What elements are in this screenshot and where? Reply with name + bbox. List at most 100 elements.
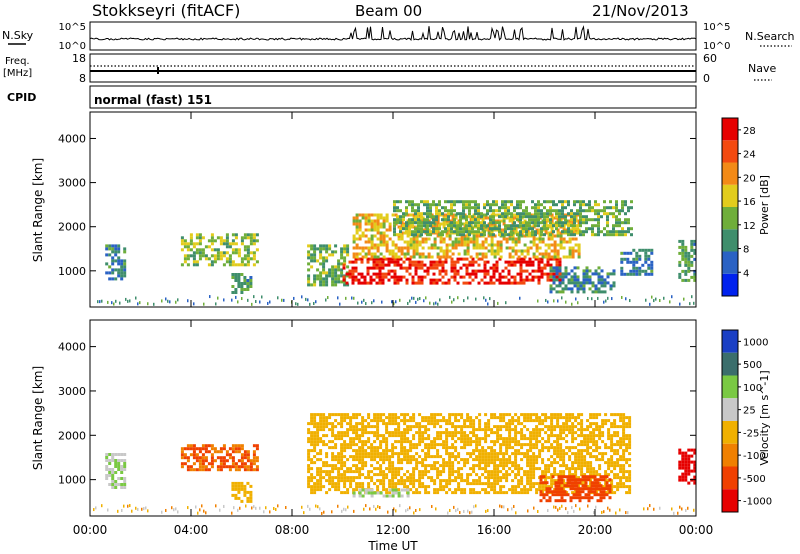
echo-cell: [376, 428, 380, 432]
echo-cell: [406, 458, 410, 462]
echo-cell: [615, 215, 618, 219]
echo-cell: [355, 422, 359, 426]
echo-cell: [529, 431, 533, 435]
echo-cell: [638, 248, 642, 252]
echo-cell: [402, 218, 405, 222]
echo-cell: [319, 422, 323, 426]
echo-cell: [514, 461, 518, 465]
echo-cell: [573, 227, 576, 231]
echo-cell: [498, 206, 501, 210]
echo-cell: [433, 467, 437, 471]
echo-cell: [376, 246, 380, 250]
echo-cell: [556, 461, 560, 465]
echo-cell: [346, 434, 350, 438]
echo-cell: [559, 443, 563, 447]
echo-cell: [448, 488, 452, 492]
echo-cell: [444, 260, 448, 264]
echo-cell: [577, 255, 581, 259]
echo-cell: [120, 262, 124, 266]
echo-cell: [349, 416, 353, 420]
echo-cell: [249, 233, 253, 237]
echo-cell: [445, 246, 449, 250]
echo-cell: [400, 476, 404, 480]
echo-cell: [514, 464, 518, 468]
echo-cell: [565, 413, 569, 417]
echo-cell: [475, 437, 479, 441]
echo-cell: [310, 256, 314, 260]
echo-cell: [424, 419, 428, 423]
echo-cell: [575, 478, 579, 482]
echo-cell: [183, 242, 187, 246]
echo-cell: [457, 461, 461, 465]
echo-cell: [405, 269, 409, 273]
echo-cell: [623, 272, 627, 276]
echo-cell: [252, 239, 256, 243]
echo-cell: [469, 416, 473, 420]
echo-cell: [535, 482, 539, 486]
echo-cell: [537, 263, 541, 267]
echo-cell: [549, 206, 552, 210]
echo-cell: [370, 234, 374, 238]
echo-cell: [619, 476, 623, 480]
echo-cell: [396, 263, 400, 267]
echo-cell: [442, 237, 446, 241]
echo-cell: [472, 470, 476, 474]
echo-cell: [492, 263, 496, 267]
echo-cell: [591, 284, 595, 288]
echo-cell: [520, 413, 524, 417]
echo-cell: [557, 493, 561, 497]
echo-cell: [475, 491, 479, 495]
echo-cell: [415, 240, 419, 244]
echo-cell: [520, 488, 524, 492]
echo-cell: [487, 425, 491, 429]
echo-cell: [213, 260, 217, 264]
echo-cell: [481, 488, 485, 492]
echo-cell: [328, 488, 332, 492]
echo-cell: [559, 237, 563, 241]
echo-cell: [381, 275, 385, 279]
echo-cell: [355, 455, 359, 459]
echo-cell: [433, 437, 437, 441]
echo-cell: [580, 470, 584, 474]
echo-cell: [319, 473, 323, 477]
echo-cell: [466, 482, 470, 486]
echo-cell: [678, 272, 682, 276]
echo-cell: [123, 453, 127, 456]
echo-cell: [493, 461, 497, 465]
echo-cell: [548, 490, 552, 494]
echo-cell: [619, 482, 623, 486]
echo-cell: [412, 455, 416, 459]
scatter-cell: [659, 506, 661, 510]
echo-cell: [588, 269, 592, 273]
echo-cell: [613, 431, 617, 435]
echo-cell: [529, 240, 533, 244]
echo-cell: [558, 257, 562, 261]
echo-cell: [468, 275, 472, 279]
echo-cell: [340, 253, 344, 257]
echo-cell: [409, 473, 413, 477]
echo-cell: [192, 468, 196, 472]
echo-cell: [388, 222, 392, 226]
echo-cell: [210, 447, 214, 451]
echo-cell: [517, 491, 521, 495]
echo-cell: [313, 253, 317, 257]
echo-cell: [483, 221, 486, 225]
echo-cell: [183, 456, 187, 460]
echo-cell: [522, 221, 525, 225]
echo-cell: [508, 419, 512, 423]
echo-cell: [367, 249, 371, 253]
echo-cell: [544, 467, 548, 471]
echo-cell: [454, 440, 458, 444]
echo-cell: [399, 233, 402, 237]
scatter-cell: [255, 506, 257, 510]
echo-cell: [587, 487, 591, 491]
scatter-cell: [321, 511, 323, 515]
echo-cell: [568, 419, 572, 423]
echo-cell: [442, 446, 446, 450]
echo-cell: [565, 425, 569, 429]
echo-cell: [370, 476, 374, 480]
echo-cell: [535, 431, 539, 435]
echo-cell: [319, 274, 323, 278]
echo-cell: [397, 452, 401, 456]
echo-cell: [582, 290, 586, 294]
